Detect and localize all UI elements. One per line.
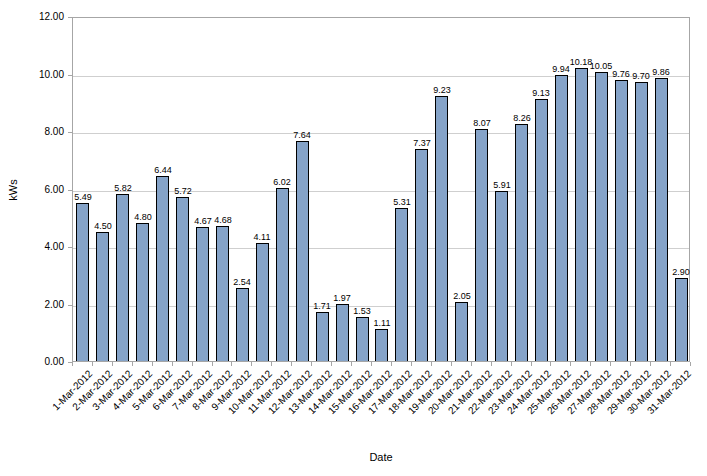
plot-area: 5.494.505.824.806.445.724.674.682.544.11…	[72, 17, 690, 362]
bar	[96, 232, 109, 361]
bar-value-label: 9.86	[639, 67, 683, 78]
bar	[455, 302, 468, 361]
x-tick-mark	[331, 362, 332, 366]
x-tick-mark	[291, 362, 292, 366]
bar-value-label: 5.49	[61, 192, 105, 203]
x-tick-mark	[212, 362, 213, 366]
y-tick-label: 0.00	[26, 356, 64, 368]
bar	[475, 129, 488, 361]
x-tick-mark	[351, 362, 352, 366]
x-tick-mark	[112, 362, 113, 366]
bar-value-label: 9.13	[519, 88, 563, 99]
bar	[675, 278, 688, 361]
bar-value-label: 8.26	[500, 113, 544, 124]
y-tick-mark	[68, 190, 72, 191]
bar-value-label: 5.91	[480, 180, 524, 191]
x-tick-mark	[152, 362, 153, 366]
bar	[236, 288, 249, 361]
bar	[635, 82, 648, 361]
bar-value-label: 1.11	[360, 318, 404, 329]
x-tick-mark	[391, 362, 392, 366]
bar	[156, 176, 169, 361]
bar-value-label: 5.72	[161, 186, 205, 197]
x-tick-mark	[550, 362, 551, 366]
bar	[256, 243, 269, 361]
x-tick-mark	[172, 362, 173, 366]
bar-value-label: 4.50	[81, 221, 125, 232]
x-tick-mark	[231, 362, 232, 366]
bar	[375, 329, 388, 361]
bar-value-label: 4.80	[121, 212, 165, 223]
x-tick-mark	[690, 362, 691, 366]
bar	[196, 227, 209, 361]
bar	[216, 226, 229, 361]
bar	[296, 141, 309, 361]
y-tick-mark	[68, 305, 72, 306]
x-tick-mark	[271, 362, 272, 366]
bar-value-label: 1.97	[320, 293, 364, 304]
bar	[395, 208, 408, 361]
bar	[595, 72, 608, 361]
bar	[575, 68, 588, 361]
x-tick-mark	[670, 362, 671, 366]
bar	[136, 223, 149, 361]
bar	[276, 188, 289, 361]
x-tick-mark	[92, 362, 93, 366]
x-tick-mark	[610, 362, 611, 366]
x-tick-mark	[431, 362, 432, 366]
x-tick-mark	[451, 362, 452, 366]
x-tick-mark	[371, 362, 372, 366]
bar-value-label: 5.82	[101, 183, 145, 194]
bar-value-label: 4.11	[240, 232, 284, 243]
bar	[535, 99, 548, 361]
x-tick-mark	[132, 362, 133, 366]
y-tick-mark	[68, 247, 72, 248]
x-tick-mark	[590, 362, 591, 366]
bar-chart: kWs 5.494.505.824.806.445.724.674.682.54…	[0, 0, 707, 476]
x-tick-mark	[72, 362, 73, 366]
x-tick-mark	[491, 362, 492, 366]
x-tick-mark	[570, 362, 571, 366]
bar-value-label: 7.37	[400, 138, 444, 149]
y-tick-mark	[68, 132, 72, 133]
x-tick-mark	[311, 362, 312, 366]
bar	[655, 78, 668, 361]
y-tick-label: 8.00	[26, 126, 64, 138]
bar-value-label: 5.31	[380, 197, 424, 208]
bar-value-label: 2.05	[440, 291, 484, 302]
y-tick-label: 2.00	[26, 299, 64, 311]
bar-value-label: 4.68	[201, 215, 245, 226]
x-tick-mark	[531, 362, 532, 366]
bar	[515, 124, 528, 361]
bar-value-label: 6.02	[260, 177, 304, 188]
x-tick-mark	[650, 362, 651, 366]
y-tick-label: 10.00	[26, 69, 64, 81]
y-tick-label: 4.00	[26, 241, 64, 253]
x-axis-title: Date	[72, 451, 690, 463]
x-tick-mark	[251, 362, 252, 366]
bar	[555, 75, 568, 361]
x-tick-mark	[471, 362, 472, 366]
bar-value-label: 1.53	[340, 306, 384, 317]
x-tick-mark	[411, 362, 412, 366]
y-tick-mark	[68, 75, 72, 76]
y-tick-mark	[68, 17, 72, 18]
bar-value-label: 6.44	[141, 165, 185, 176]
bar-value-label: 7.64	[280, 130, 324, 141]
y-tick-label: 12.00	[26, 11, 64, 23]
bar	[615, 80, 628, 361]
bar-value-label: 2.54	[220, 277, 264, 288]
bar-value-label: 8.07	[460, 118, 504, 129]
y-tick-label: 6.00	[26, 184, 64, 196]
y-axis-title: kWs	[7, 169, 21, 211]
bar	[316, 312, 329, 361]
x-tick-mark	[511, 362, 512, 366]
x-tick-mark	[630, 362, 631, 366]
bar	[495, 191, 508, 361]
bar	[415, 149, 428, 361]
bar	[435, 96, 448, 361]
x-tick-mark	[192, 362, 193, 366]
bar-value-label: 2.90	[659, 267, 703, 278]
bar-value-label: 9.23	[420, 85, 464, 96]
